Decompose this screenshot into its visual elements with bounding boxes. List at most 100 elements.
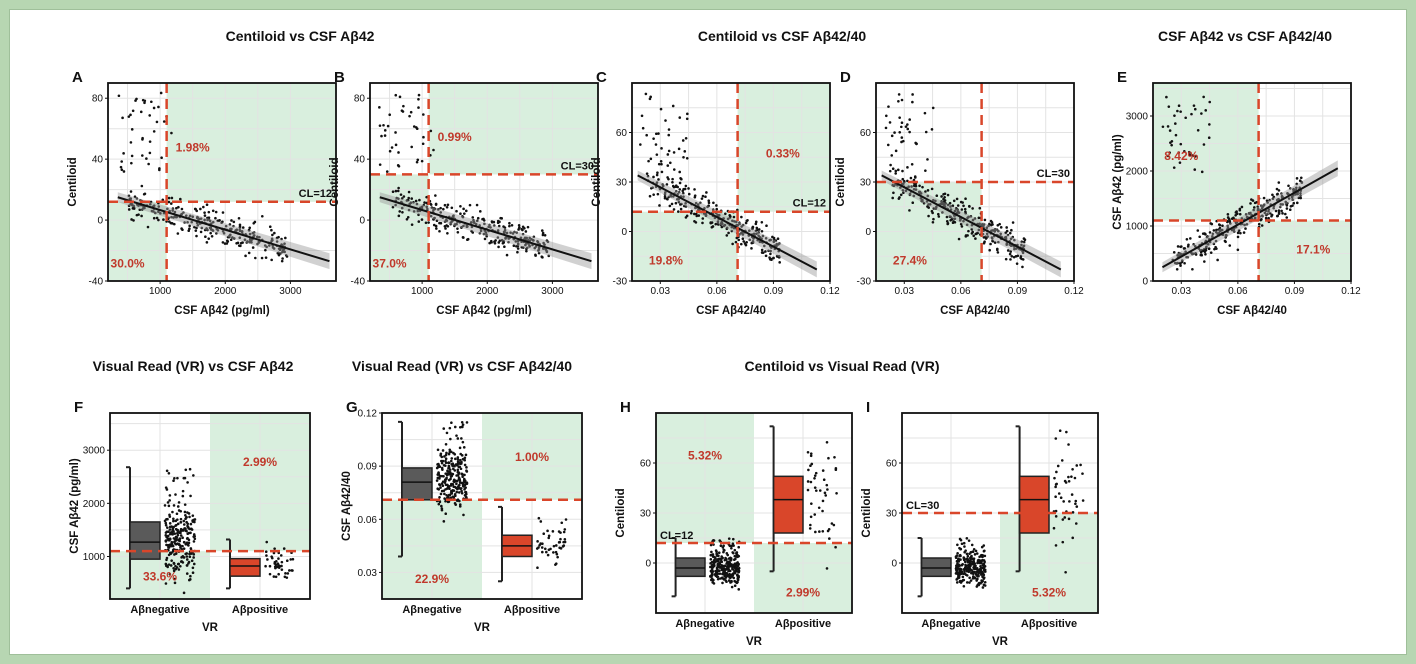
category-label: Aβpositive xyxy=(1021,618,1077,630)
panel-f-box: F 2.99% 33.6% 1000 2000 3000 Aβnegative Aβposit… xyxy=(69,399,311,634)
box-negative xyxy=(671,537,706,598)
y-tick-label: 0.12 xyxy=(358,409,378,420)
y-tick-label: -30 xyxy=(857,277,872,288)
confidence-band xyxy=(117,192,330,270)
plot-frame xyxy=(1152,82,1352,282)
box-negative xyxy=(398,420,433,558)
box-positive xyxy=(1015,425,1050,573)
x-axis-label: VR xyxy=(474,622,491,634)
cutoff-label: CL=30 xyxy=(906,500,939,512)
y-axis-label: Centiloid xyxy=(67,157,79,206)
y-tick-label: -40 xyxy=(89,277,104,288)
panel-letter: I xyxy=(866,399,870,416)
title-ab42-vs-ratio: CSF Aβ42 vs CSF Aβ42/40 xyxy=(1157,28,1333,44)
jitter-points xyxy=(709,537,741,591)
jitter-points xyxy=(163,467,197,595)
category-label: Aβpositive xyxy=(232,604,288,616)
y-tick-label: 3000 xyxy=(83,446,106,457)
jitter-points xyxy=(954,537,987,589)
title-centiloid-vs-ab42: Centiloid vs CSF Aβ42 xyxy=(225,28,375,44)
x-axis-label: CSF Aβ42/40 xyxy=(696,305,766,317)
regression-line xyxy=(637,174,818,271)
confidence-band xyxy=(1162,160,1338,273)
box-positive xyxy=(769,425,804,573)
cutoff-label: CL=30 xyxy=(561,160,594,172)
y-tick-label: 1000 xyxy=(1126,222,1149,233)
x-tick-label: 0.09 xyxy=(764,286,784,297)
category-label: Aβpositive xyxy=(775,618,831,630)
regression-line xyxy=(1161,167,1339,269)
y-tick-label: -40 xyxy=(351,277,366,288)
regression-line xyxy=(881,174,1062,271)
y-tick-label: 0 xyxy=(1142,277,1148,288)
percent-annotation: 0.99% xyxy=(438,130,472,144)
x-axis-label: VR xyxy=(746,636,763,648)
x-tick-label: 0.12 xyxy=(820,286,840,297)
box-positive xyxy=(498,505,533,583)
percent-annotation: 17.1% xyxy=(1296,243,1330,257)
regression-line xyxy=(379,196,592,263)
y-tick-label: 0 xyxy=(97,216,103,227)
x-tick-label: 0.03 xyxy=(1172,286,1192,297)
y-tick-label: 40 xyxy=(92,155,104,166)
jitter-points xyxy=(535,516,568,570)
panel-e-scatter: E 8.42% 17.1% 0 1000 2000 3000 0.03 0.06 0.09 0.12… xyxy=(1112,69,1361,317)
y-tick-label: 40 xyxy=(354,155,366,166)
box-negative xyxy=(917,537,952,598)
grid xyxy=(110,413,310,599)
grid xyxy=(108,83,336,282)
panel-letter: D xyxy=(840,69,851,86)
x-axis-label: VR xyxy=(202,622,219,634)
percent-annotation: 0.33% xyxy=(766,146,800,160)
percent-annotation: 27.4% xyxy=(893,254,927,268)
x-tick-label: 0.06 xyxy=(1228,286,1248,297)
cutoff-label: CL=12 xyxy=(299,188,332,200)
percent-annotation: 22.9% xyxy=(415,572,449,586)
y-axis-label: CSF Aβ42/40 xyxy=(341,471,353,541)
x-axis-label: CSF Aβ42/40 xyxy=(1217,305,1287,317)
y-tick-label: 2000 xyxy=(1126,167,1149,178)
y-tick-label: -30 xyxy=(613,277,628,288)
x-tick-label: 0.12 xyxy=(1341,286,1361,297)
confidence-band xyxy=(881,170,1061,278)
confidence-band xyxy=(637,170,817,278)
category-label: Aβnegative xyxy=(675,618,734,630)
x-tick-label: 0.06 xyxy=(707,286,727,297)
jitter-points xyxy=(806,440,838,570)
panel-letter: B xyxy=(334,69,345,86)
y-axis-label: Centiloid xyxy=(329,157,341,206)
x-tick-label: 0.09 xyxy=(1008,286,1028,297)
y-tick-label: 0.03 xyxy=(358,568,378,579)
x-tick-label: 0.03 xyxy=(651,286,671,297)
category-label: Aβnegative xyxy=(130,604,189,616)
y-tick-label: 1000 xyxy=(83,552,106,563)
shaded-region xyxy=(737,83,830,212)
x-tick-label: 3000 xyxy=(541,286,564,297)
x-tick-label: 2000 xyxy=(214,286,237,297)
x-tick-label: 0.12 xyxy=(1064,286,1084,297)
panel-g-box: G 1.00% 22.9% 0.03 0.06 0.09 0.12 Aβnegative Aβp… xyxy=(341,399,583,634)
x-tick-label: 2000 xyxy=(476,286,499,297)
y-axis-label: Centiloid xyxy=(861,488,873,537)
y-tick-label: 0 xyxy=(621,227,627,238)
y-tick-label: 80 xyxy=(354,94,366,105)
scatter-points xyxy=(117,91,289,263)
x-tick-label: 1000 xyxy=(411,286,434,297)
y-tick-label: 0 xyxy=(891,559,897,570)
panel-c-scatter: C CL=12 0.33% 19.8% -30 0 30 60 0.03 0.06 0.09 0.12… xyxy=(591,69,840,317)
x-axis-label: VR xyxy=(992,636,1009,648)
x-tick-label: 0.06 xyxy=(951,286,971,297)
y-tick-label: 3000 xyxy=(1126,112,1149,123)
y-tick-label: 30 xyxy=(640,509,652,520)
y-tick-label: 30 xyxy=(616,178,628,189)
plot-frame xyxy=(107,82,337,282)
panel-b-scatter: B CL=30 0.99% 37.0% -40 0 40 80 1000 2000 3000 CSF … xyxy=(329,69,599,317)
panel-h-box: H CL=12 5.32% 2.99% 0 30 60 Aβnegative Aβpositiv… xyxy=(615,399,853,648)
panel-letter: C xyxy=(596,69,607,86)
jitter-points xyxy=(435,420,469,523)
y-tick-label: 30 xyxy=(860,178,872,189)
shaded-region xyxy=(166,83,336,202)
panel-letter: H xyxy=(620,399,631,416)
percent-annotation: 2.99% xyxy=(786,585,820,599)
x-tick-label: 0.03 xyxy=(895,286,915,297)
